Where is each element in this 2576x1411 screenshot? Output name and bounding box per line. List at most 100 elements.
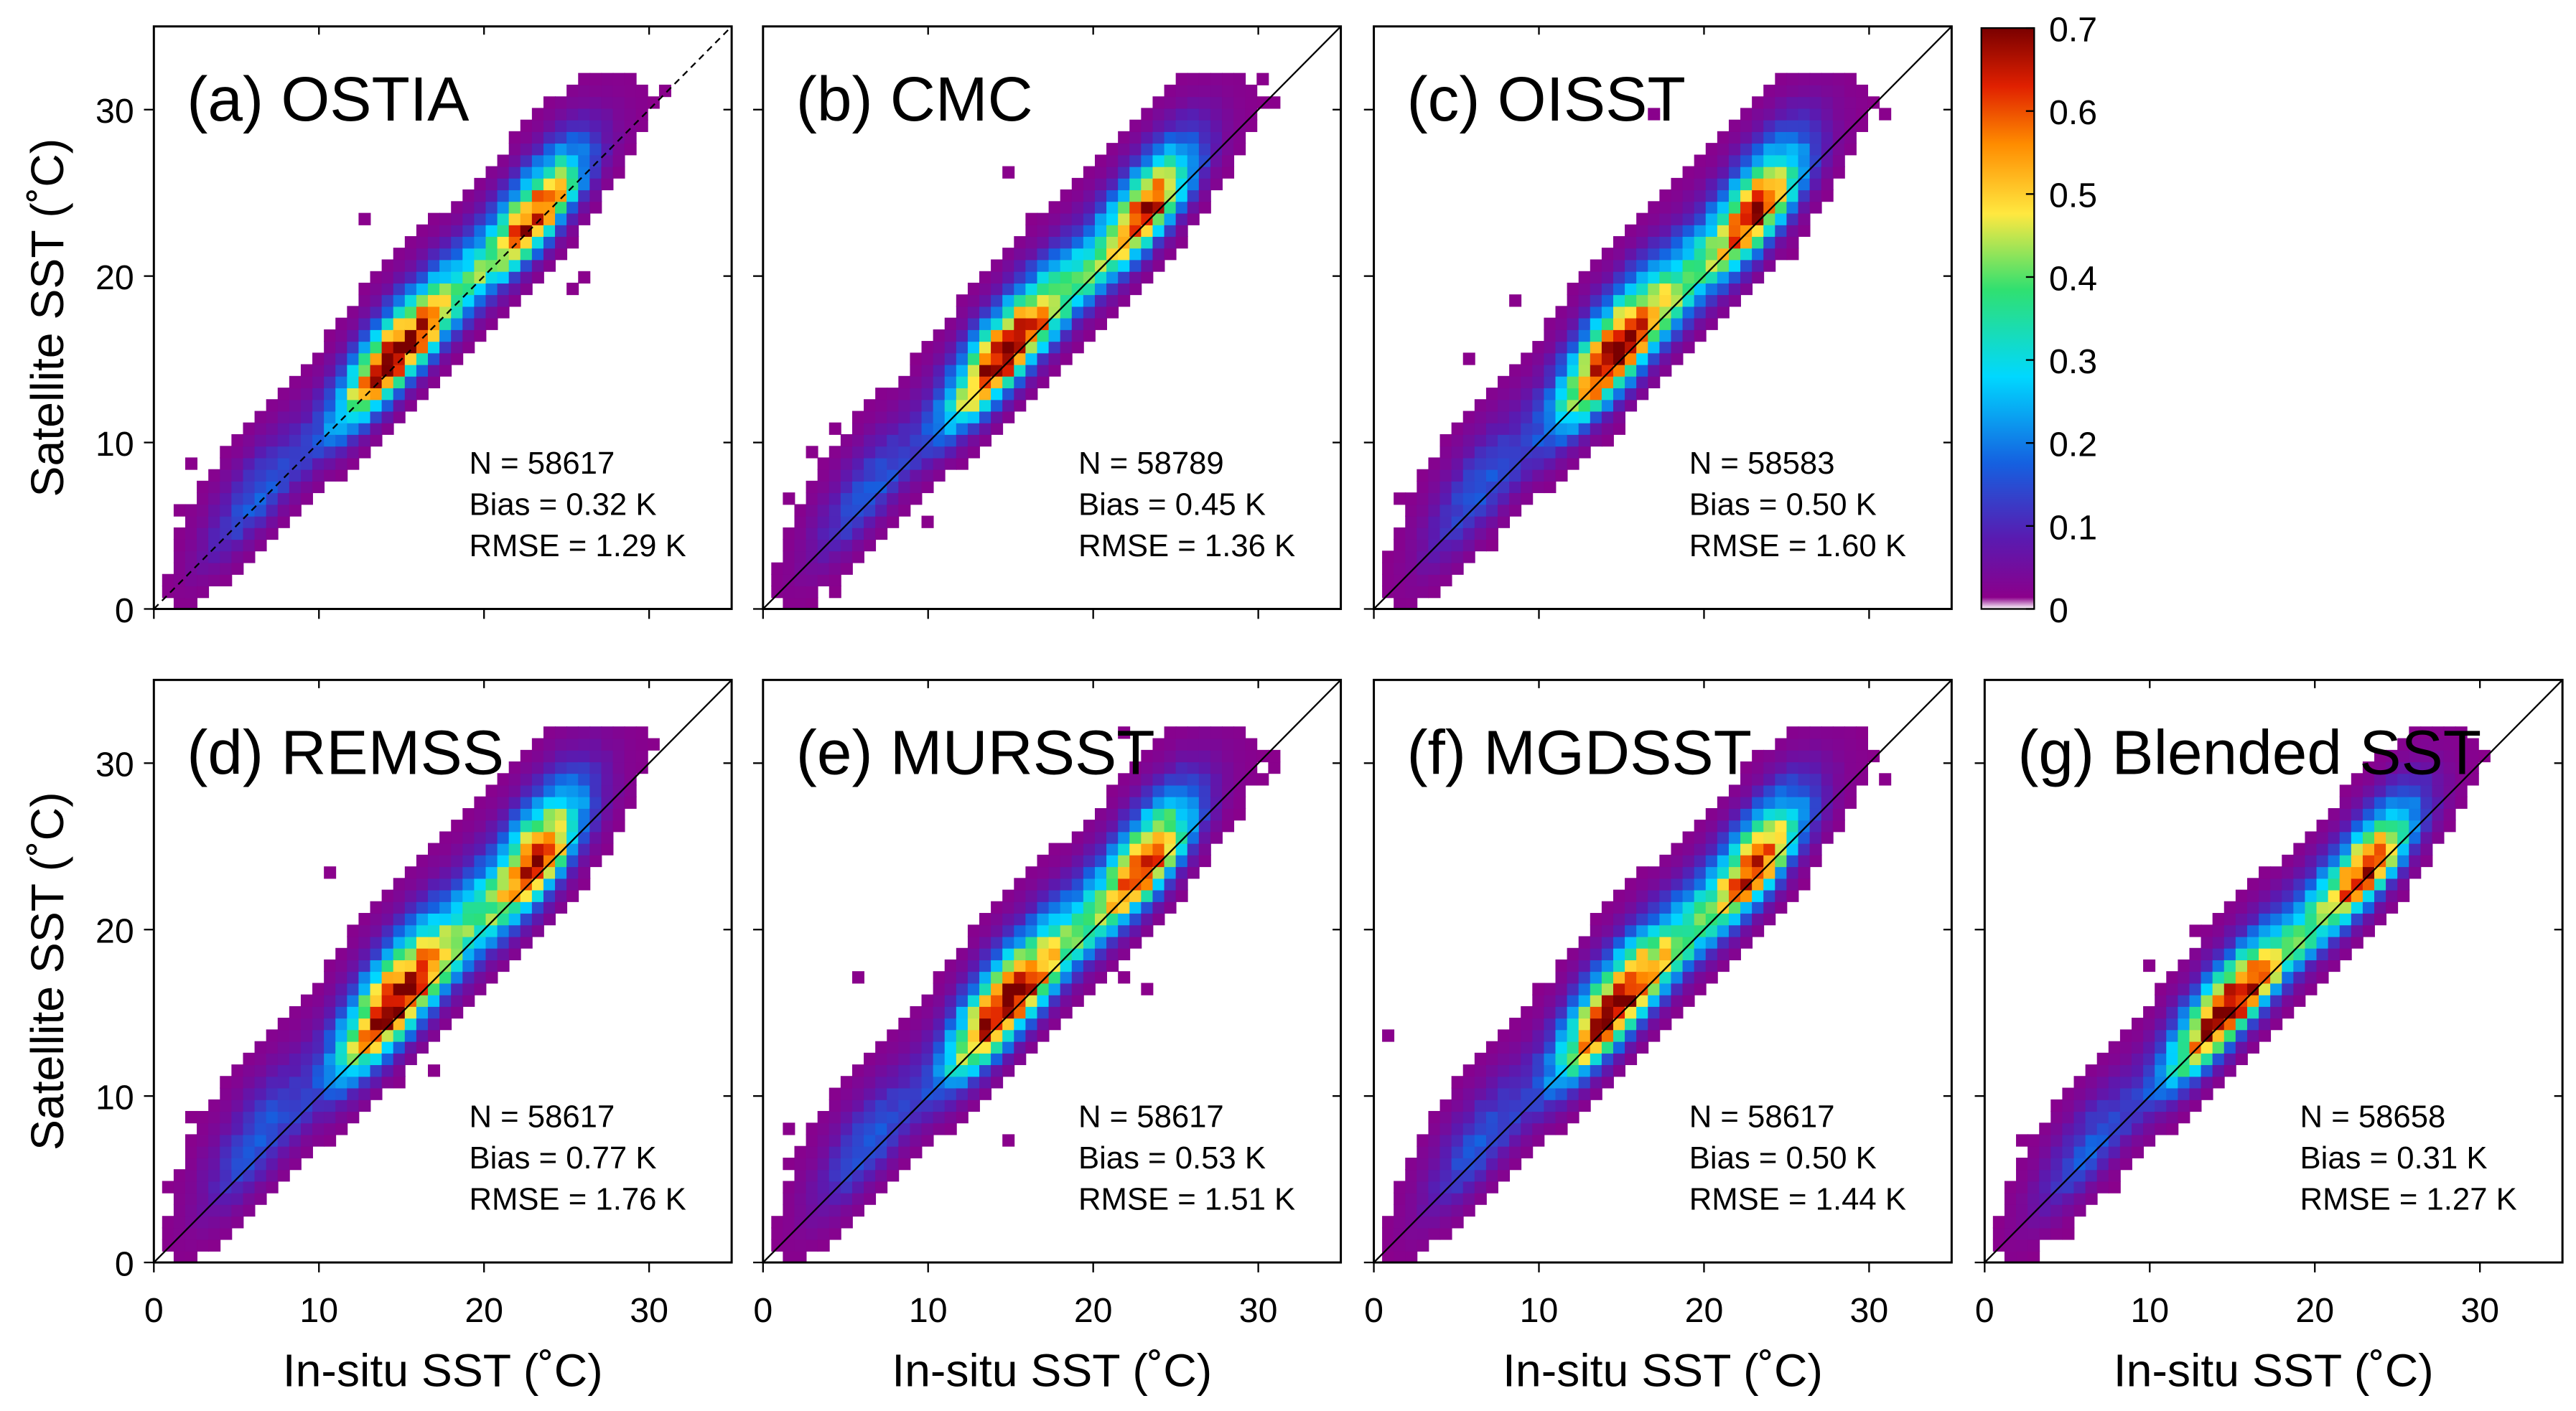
heatmap-cell — [1590, 1005, 1602, 1019]
heatmap-cell — [1210, 96, 1223, 109]
heatmap-cell — [2362, 808, 2375, 821]
heatmap-cell — [1786, 108, 1799, 121]
heatmap-cell — [1071, 959, 1084, 972]
heatmap-cell — [2189, 1018, 2202, 1031]
heatmap-cell — [2235, 913, 2248, 926]
heatmap-cell — [1798, 108, 1811, 121]
heatmap-cell — [508, 259, 521, 272]
heatmap-cell — [967, 959, 980, 972]
heatmap-cell — [1601, 924, 1614, 937]
heatmap-cell — [1187, 796, 1200, 809]
heatmap-cell — [2409, 749, 2422, 763]
heatmap-cell — [2374, 843, 2387, 855]
heatmap-cell — [875, 422, 888, 435]
heatmap-cell — [1555, 399, 1568, 412]
heatmap-cell — [2305, 913, 2318, 926]
heatmap-cell — [208, 573, 221, 586]
heatmap-cell — [497, 947, 510, 961]
heatmap-cell — [1740, 282, 1753, 296]
heatmap-cell — [1567, 1041, 1579, 1054]
heatmap-cell — [1198, 143, 1211, 156]
heatmap-cell — [1532, 446, 1545, 459]
heatmap-cell — [1555, 1005, 1568, 1019]
heatmap-cell — [370, 294, 383, 307]
heatmap-cell — [1152, 796, 1165, 809]
one-to-one-line — [1373, 25, 1953, 610]
heatmap-cell — [1118, 131, 1131, 144]
heatmap-cell — [589, 119, 602, 132]
heatmap-cell — [1659, 189, 1672, 202]
heatmap-cell — [1694, 936, 1707, 949]
heatmap-cell — [2016, 1134, 2029, 1147]
heatmap-cell — [416, 924, 429, 937]
heatmap-cell — [2155, 1064, 2167, 1077]
heatmap-cell — [1682, 878, 1695, 891]
heatmap-cell — [612, 808, 625, 821]
heatmap-cell — [1405, 515, 1418, 528]
heatmap-cell — [2362, 901, 2375, 914]
heatmap-cell — [1601, 1018, 1614, 1031]
heatmap-cell — [1705, 889, 1718, 902]
heatmap-cell — [266, 1158, 279, 1171]
heatmap-cell — [1648, 1018, 1661, 1031]
heatmap-cell — [381, 364, 394, 377]
heatmap-cell — [2027, 1181, 2040, 1194]
heatmap-cell — [2351, 843, 2363, 855]
heatmap-cell — [2282, 994, 2295, 1007]
heatmap-cell — [404, 1029, 417, 1042]
density-heatmap — [1382, 72, 1892, 610]
heatmap-cell — [324, 341, 337, 354]
heatmap-cell — [220, 457, 233, 470]
heatmap-cell — [1648, 341, 1661, 354]
heatmap-cell — [474, 983, 487, 995]
heatmap-cell — [1439, 1145, 1452, 1158]
heatmap-cell — [1451, 1122, 1464, 1135]
heatmap-cell — [612, 738, 625, 751]
heatmap-cell — [531, 212, 544, 225]
colorbar: 00.10.20.30.40.50.60.7 — [1980, 10, 2097, 630]
heatmap-cell — [1832, 72, 1845, 85]
heatmap-cell — [2062, 1169, 2075, 1182]
heatmap-cell — [601, 761, 614, 774]
heatmap-cell — [1521, 1052, 1534, 1066]
heatmap-cell — [462, 306, 475, 319]
heatmap-cell — [485, 282, 498, 296]
heatmap-cell — [589, 749, 602, 763]
heatmap-cell — [887, 1087, 900, 1100]
heatmap-cell — [1164, 831, 1177, 844]
heatmap-cell — [1417, 1181, 1429, 1194]
heatmap-cell — [1048, 248, 1061, 261]
heatmap-cell — [2189, 983, 2202, 995]
heatmap-cell — [428, 1064, 441, 1077]
heatmap-cell — [1521, 469, 1534, 482]
heatmap-cell — [2305, 924, 2318, 937]
heatmap-cell — [1187, 843, 1200, 855]
heatmap-cell — [944, 1087, 957, 1100]
heatmap-cell — [1106, 154, 1119, 167]
heatmap-cell — [2096, 1087, 2109, 1100]
heatmap-cell — [162, 586, 174, 599]
heatmap-cell — [1394, 1239, 1406, 1252]
heatmap-cell — [1025, 306, 1038, 319]
heatmap-cell — [1590, 271, 1602, 284]
heatmap-cell — [393, 282, 406, 296]
heatmap-cell — [1025, 889, 1038, 902]
heatmap-cell — [208, 1099, 221, 1112]
heatmap-cell — [220, 562, 233, 575]
heatmap-cell — [956, 971, 969, 984]
heatmap-cell — [393, 994, 406, 1007]
heatmap-cell — [451, 959, 464, 972]
heatmap-cell — [208, 1227, 221, 1240]
heatmap-cell — [2155, 1076, 2167, 1089]
heatmap-cell — [1083, 329, 1096, 342]
heatmap-cell — [1659, 1005, 1672, 1019]
heatmap-cell — [1694, 878, 1707, 891]
heatmap-cell — [1682, 329, 1695, 342]
heatmap-cell — [2004, 1192, 2017, 1205]
heatmap-cell — [829, 586, 841, 599]
heatmap-cell — [851, 1145, 864, 1158]
heatmap-cell — [910, 1005, 923, 1019]
heatmap-cell — [2016, 1216, 2029, 1229]
heatmap-cell — [2189, 1076, 2202, 1089]
